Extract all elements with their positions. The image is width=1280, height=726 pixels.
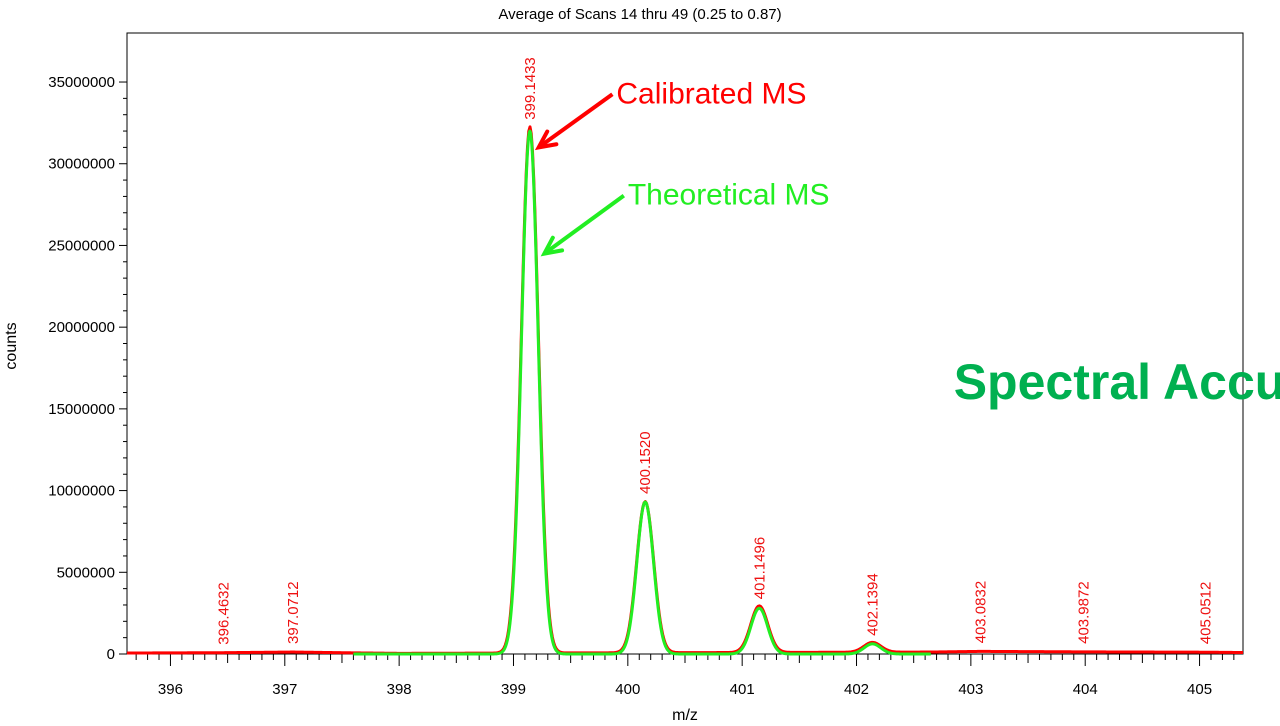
y-axis-label: counts	[3, 322, 20, 369]
peak-label: 396.4632	[215, 582, 232, 645]
x-tick-label: 405	[1187, 681, 1212, 698]
annotation-arrow-head	[534, 129, 559, 151]
y-tick-label: 30000000	[48, 156, 115, 173]
y-tick-label: 10000000	[48, 483, 115, 500]
peak-label: 403.9872	[1076, 581, 1093, 644]
y-tick-label: 5000000	[57, 564, 115, 581]
x-tick-label: 402	[844, 681, 869, 698]
x-tick-label: 396	[158, 681, 183, 698]
annotation-arrow-shaft	[537, 92, 614, 150]
x-tick-label: 403	[958, 681, 983, 698]
peak-label: 399.1433	[522, 57, 539, 120]
peak-label-layer: 396.4632 397.0712 399.1433 400.1520 401.1496…	[215, 57, 1214, 644]
annotation-arrow-head	[540, 235, 565, 257]
series-layer	[126, 125, 1244, 656]
x-tick-label: 398	[387, 681, 412, 698]
x-tick-label: 400	[615, 681, 640, 698]
y-tick-label: 0	[107, 646, 115, 663]
y-axis: 0 5000000 10000000 15000000 20000000 25000000…	[48, 74, 127, 663]
y-tick-label: 25000000	[48, 237, 115, 254]
peak-label: 403.0832	[972, 581, 989, 644]
y-tick-label: 20000000	[48, 319, 115, 336]
annotation-label: Theoretical MS	[628, 179, 830, 212]
peak-label: 400.1520	[637, 431, 654, 494]
peak-label: 402.1394	[865, 573, 882, 636]
y-tick-label: 35000000	[48, 74, 115, 91]
annotation-arrow-shaft	[543, 193, 626, 256]
x-tick-label: 404	[1073, 681, 1098, 698]
chart-title: Average of Scans 14 thru 49 (0.25 to 0.8…	[498, 6, 781, 23]
peak-label: 405.0512	[1197, 582, 1214, 645]
series-line	[352, 129, 932, 656]
x-tick-label: 401	[730, 681, 755, 698]
spectral-accuracy-label: Spectral Accuracy	[954, 354, 1280, 410]
annotation-layer: Calibrated MS Theoretical MS Spectral Accu…	[534, 77, 1280, 410]
x-tick-label: 399	[501, 681, 526, 698]
x-axis-label: m/z	[672, 707, 698, 724]
x-tick-label: 397	[272, 681, 297, 698]
annotation-label: Calibrated MS	[616, 77, 806, 110]
peak-label: 401.1496	[751, 537, 768, 600]
peak-label: 397.0712	[285, 581, 302, 644]
y-tick-label: 15000000	[48, 401, 115, 418]
